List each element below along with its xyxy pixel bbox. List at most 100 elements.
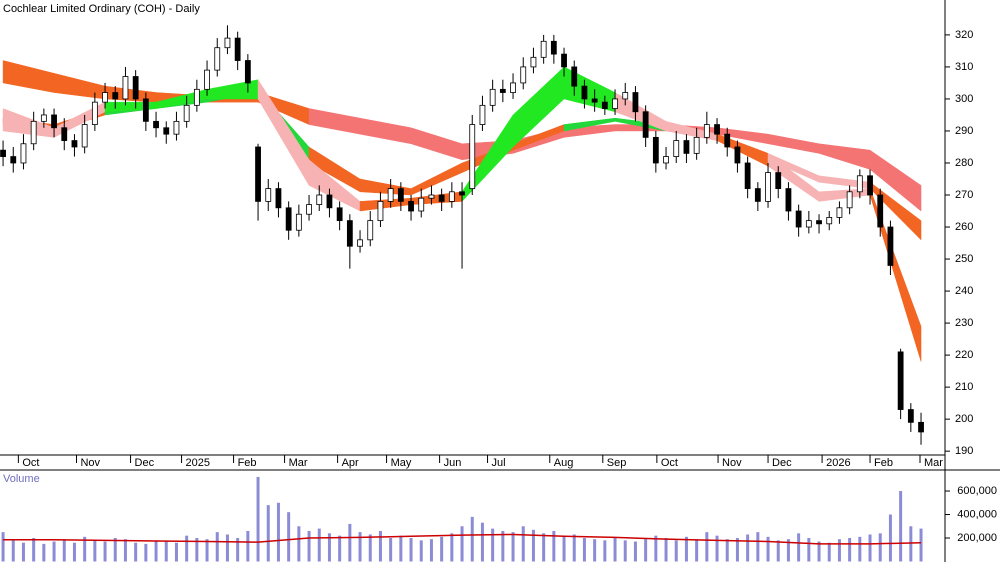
volume-bar <box>715 535 719 562</box>
candle-body <box>489 88 496 106</box>
x-tick-label: 2025 <box>186 457 210 469</box>
y-tick-label: 230 <box>955 317 973 329</box>
volume-bar <box>195 538 199 562</box>
candle-body <box>530 56 537 68</box>
x-tick-label: Jun <box>444 457 462 469</box>
candle-body <box>285 207 292 231</box>
candle-body <box>785 188 792 212</box>
candle-body <box>510 82 516 93</box>
volume-bar <box>1 532 5 562</box>
x-tick-label: Sep <box>607 457 627 469</box>
volume-bar <box>491 528 495 562</box>
volume-bar <box>83 536 87 562</box>
volume-bar <box>236 538 240 562</box>
volume-bar <box>521 526 525 562</box>
volume-bar <box>603 540 607 562</box>
y-tick-label: 240 <box>955 285 973 297</box>
candle-body <box>805 220 812 228</box>
volume-bar <box>613 538 617 562</box>
volume-bar <box>848 538 852 562</box>
x-tick-label: Jul <box>492 457 506 469</box>
volume-bar <box>215 532 219 562</box>
volume-average <box>3 533 922 545</box>
volume-bar <box>103 541 107 562</box>
volume-bar <box>552 530 556 562</box>
volume-bar <box>654 535 658 562</box>
volume-bar <box>664 538 668 562</box>
volume-bar <box>899 491 903 562</box>
y-tick-label: 220 <box>955 349 973 361</box>
candle-body <box>479 104 486 125</box>
volume-bar <box>766 536 770 562</box>
volume-bar <box>623 540 627 562</box>
y-tick-label: 200,000 <box>957 532 997 544</box>
volume-bar <box>429 539 433 562</box>
volume-bar <box>123 539 127 562</box>
candle-body <box>377 201 384 222</box>
y-tick-label: 200 <box>955 413 973 425</box>
volume-bar <box>358 532 362 562</box>
candle-body <box>214 47 221 71</box>
y-tick-label: 270 <box>955 189 973 201</box>
candle-body <box>714 124 720 135</box>
volume-bar <box>440 536 444 562</box>
candle-body <box>693 136 700 154</box>
candle-body <box>632 92 639 113</box>
x-tick-label: Dec <box>772 457 792 469</box>
volume-bar <box>93 540 97 562</box>
candle-body <box>703 124 710 138</box>
volume-bar <box>21 542 25 562</box>
candle-body <box>540 40 547 58</box>
volume-bar <box>287 512 291 562</box>
x-tick-label: Nov <box>722 457 742 469</box>
volume-bar <box>32 538 36 562</box>
candle-body <box>387 188 394 202</box>
candle-body <box>520 66 527 84</box>
x-tick-label: May <box>391 457 412 469</box>
volume-bar <box>705 532 709 562</box>
candle-body <box>561 53 567 68</box>
candle-body <box>71 140 78 148</box>
candle-body <box>765 172 771 202</box>
candle-body <box>336 207 343 222</box>
volume-bar <box>470 516 474 562</box>
candle-body <box>816 220 822 225</box>
volume-bar <box>185 535 189 562</box>
candle-body <box>418 197 425 212</box>
candle-body <box>438 194 445 202</box>
volume-bar <box>684 536 688 562</box>
volume-bar <box>837 539 841 562</box>
x-tick-label: Feb <box>238 457 257 469</box>
volume-bar <box>511 532 515 562</box>
candle-body <box>255 146 261 202</box>
candle-body <box>183 104 190 122</box>
candle-body <box>856 175 863 193</box>
candle-body <box>550 40 557 55</box>
candle-body <box>887 226 894 266</box>
candle-body <box>0 149 6 157</box>
candle-body <box>622 92 629 100</box>
candle-body <box>448 191 455 202</box>
volume-bar <box>409 538 413 562</box>
volume-bar <box>807 538 811 562</box>
candle-body <box>744 162 751 189</box>
candle-body <box>112 92 119 100</box>
y-tick-label: 260 <box>955 221 973 233</box>
y-tick-label: 210 <box>955 381 973 393</box>
candle-body <box>897 351 904 410</box>
y-tick-label: 400,000 <box>957 508 997 520</box>
volume-bar <box>389 538 393 562</box>
candle-body <box>132 76 139 100</box>
volume-bar <box>42 543 46 562</box>
volume-bar <box>225 534 229 562</box>
volume-bar <box>72 542 76 562</box>
volume-bar <box>113 538 117 562</box>
candle-body <box>428 194 435 199</box>
y-tick-label: 310 <box>955 61 973 73</box>
candle-body <box>408 201 414 212</box>
x-tick-label: Dec <box>135 457 155 469</box>
candle-body <box>836 207 843 218</box>
candle-body <box>224 37 231 49</box>
